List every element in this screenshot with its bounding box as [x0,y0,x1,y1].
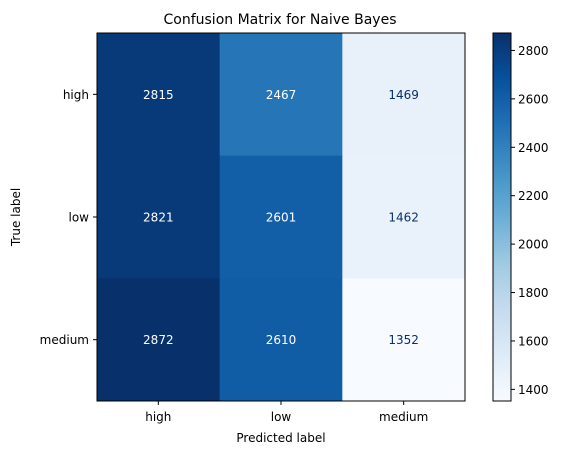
heatmap-cell [97,33,221,157]
cell-value-label: 2872 [143,333,174,347]
cell-value-label: 2610 [266,333,297,347]
heatmap-cell-labels: 2815 2467 1469 2821 2601 1462 2872 2610 1352 [143,88,419,347]
cell-value-label: 1469 [388,88,419,102]
y-tick-label: high [63,88,89,102]
colorbar-tick-label: 1400 [518,383,549,397]
cell-value-label: 2601 [266,211,297,225]
heatmap-cell [342,278,466,402]
cell-value-label: 2467 [266,88,297,102]
y-tick-label: medium [40,333,89,347]
x-tick-label: high [145,410,171,424]
x-tick-label: low [271,410,292,424]
colorbar-tick-label: 1600 [518,334,549,348]
x-axis-label: Predicted label [236,431,325,445]
heatmap-cell [342,33,466,157]
y-tick-label: low [69,211,90,225]
y-axis-label: True label [9,188,23,247]
colorbar-tick-label: 2200 [518,189,549,203]
chart-title: Confusion Matrix for Naive Bayes [164,12,397,28]
colorbar [492,32,512,402]
colorbar-tick-label: 2600 [518,92,549,106]
colorbar-tick-label: 2400 [518,141,549,155]
colorbar-tick-label: 2000 [518,238,549,252]
colorbar-ticks: 1400 1600 1800 2000 2200 2400 2600 2800 [511,44,549,397]
heatmap-cell [342,155,466,279]
heatmap-cell [219,33,343,157]
heatmap-cells [97,33,466,402]
cell-value-label: 1352 [388,333,419,347]
x-axis-ticks: high low medium [145,401,428,424]
heatmap-cell [219,155,343,279]
heatmap-cell [97,278,221,402]
y-axis-ticks: high low medium [40,88,97,347]
colorbar-tick-label: 2800 [518,44,549,58]
colorbar-tick-label: 1800 [518,286,549,300]
heatmap-cell [97,155,221,279]
x-tick-label: medium [379,410,428,424]
cell-value-label: 1462 [388,211,419,225]
cell-value-label: 2815 [143,88,174,102]
heatmap-cell [219,278,343,402]
cell-value-label: 2821 [143,211,174,225]
